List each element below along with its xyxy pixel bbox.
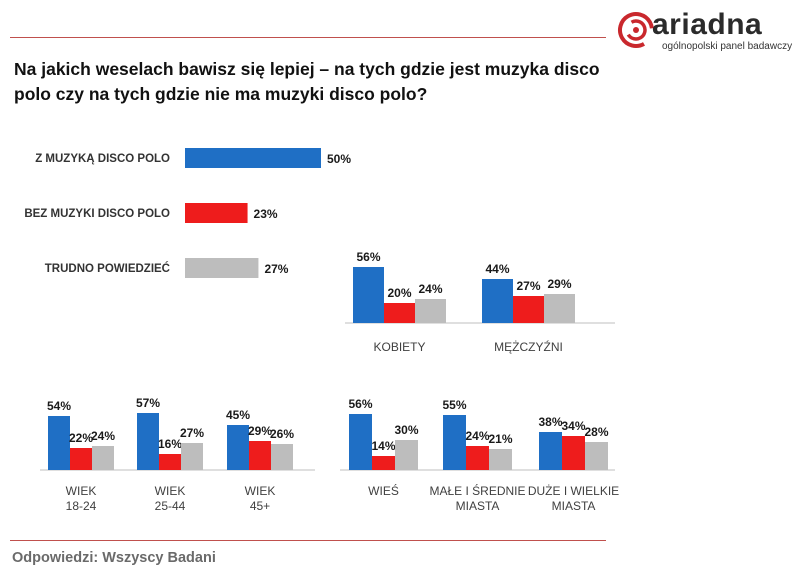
- category-label-gender-1: MĘŻCZYŹNI: [494, 339, 563, 354]
- bar-gender-1-without-disco-polo: [513, 296, 544, 323]
- bar-age-0-hard-to-say: [92, 446, 114, 470]
- bar-age-2-without-disco-polo: [249, 441, 271, 470]
- value-label-gender-1-with-disco-polo: 44%: [485, 262, 509, 276]
- value-label-gender-1-without-disco-polo: 27%: [516, 279, 540, 293]
- category-label-age-2: WIEK: [245, 484, 276, 498]
- value-label-total-without-disco-polo: 23%: [254, 207, 278, 221]
- header-rule: [10, 37, 606, 38]
- category-label-place-0: WIEŚ: [368, 483, 399, 498]
- logo-wordmark: ariadna: [652, 8, 763, 41]
- value-label-place-1-without-disco-polo: 24%: [465, 429, 489, 443]
- respondents-note: Odpowiedzi: Wszyscy Badani: [12, 550, 216, 566]
- bar-age-0-with-disco-polo: [48, 416, 70, 470]
- value-label-place-1-hard-to-say: 21%: [488, 432, 512, 446]
- value-label-age-1-with-disco-polo: 57%: [136, 396, 160, 410]
- value-label-gender-1-hard-to-say: 29%: [547, 277, 571, 291]
- bar-place-2-with-disco-polo: [539, 432, 562, 470]
- bar-age-1-hard-to-say: [181, 443, 203, 470]
- logo-tagline: ogólnopolski panel badawczy: [662, 41, 793, 52]
- bar-gender-0-without-disco-polo: [384, 303, 415, 323]
- category-label-gender-0: KOBIETY: [373, 340, 425, 354]
- value-label-total-hard-to-say: 27%: [264, 262, 288, 276]
- value-label-place-2-with-disco-polo: 38%: [538, 415, 562, 429]
- category-label-age-1: WIEK: [155, 484, 186, 498]
- value-label-age-2-with-disco-polo: 45%: [226, 408, 250, 422]
- category-label-place-2: DUŻE I WIELKIE: [528, 484, 619, 498]
- value-label-age-2-hard-to-say: 26%: [270, 427, 294, 441]
- bar-age-2-with-disco-polo: [227, 425, 249, 470]
- category-label-place-1: MAŁE I ŚREDNIE: [429, 483, 525, 498]
- bar-age-0-without-disco-polo: [70, 448, 92, 470]
- bar-total-without-disco-polo: [185, 203, 248, 223]
- footer-rule: [10, 540, 606, 541]
- bar-total-hard-to-say: [185, 258, 259, 278]
- value-label-age-1-hard-to-say: 27%: [180, 426, 204, 440]
- bar-place-1-hard-to-say: [489, 449, 512, 470]
- value-label-place-0-with-disco-polo: 56%: [348, 397, 372, 411]
- bar-place-0-with-disco-polo: [349, 414, 372, 470]
- bar-place-0-without-disco-polo: [372, 456, 395, 470]
- value-label-gender-0-hard-to-say: 24%: [418, 282, 442, 296]
- bar-gender-0-hard-to-say: [415, 299, 446, 323]
- value-label-place-2-hard-to-say: 28%: [584, 425, 608, 439]
- category-label-age-2: 45+: [250, 499, 270, 513]
- legend-label-hard-to-say: TRUDNO POWIEDZIEĆ: [45, 262, 170, 275]
- bar-place-0-hard-to-say: [395, 440, 418, 470]
- value-label-place-2-without-disco-polo: 34%: [561, 419, 585, 433]
- value-label-age-0-with-disco-polo: 54%: [47, 399, 71, 413]
- category-label-age-0: WIEK: [66, 484, 97, 498]
- value-label-age-2-without-disco-polo: 29%: [248, 424, 272, 438]
- value-label-total-with-disco-polo: 50%: [327, 152, 351, 166]
- value-label-gender-0-with-disco-polo: 56%: [356, 250, 380, 264]
- bar-place-2-without-disco-polo: [562, 436, 585, 470]
- ariadna-logo: ariadna ogólnopolski panel badawczy: [616, 6, 796, 56]
- page-title: Na jakich weselach bawisz się lepiej – n…: [14, 59, 600, 104]
- ariadna-logo-icon: [618, 12, 654, 48]
- legend-label-without-disco-polo: BEZ MUZYKI DISCO POLO: [24, 208, 170, 220]
- value-label-age-0-hard-to-say: 24%: [91, 429, 115, 443]
- bar-age-2-hard-to-say: [271, 444, 293, 470]
- value-label-place-1-with-disco-polo: 55%: [442, 398, 466, 412]
- bar-place-1-without-disco-polo: [466, 446, 489, 470]
- category-label-place-2: MIASTA: [552, 499, 596, 513]
- value-label-age-1-without-disco-polo: 16%: [158, 437, 182, 451]
- bar-place-1-with-disco-polo: [443, 415, 466, 470]
- value-label-place-0-hard-to-say: 30%: [394, 423, 418, 437]
- bar-place-2-hard-to-say: [585, 442, 608, 470]
- category-label-age-0: 18-24: [66, 499, 97, 513]
- category-label-age-1: 25-44: [155, 499, 186, 513]
- bar-gender-1-with-disco-polo: [482, 279, 513, 323]
- bar-total-with-disco-polo: [185, 148, 321, 168]
- bar-age-1-without-disco-polo: [159, 454, 181, 470]
- bar-gender-1-hard-to-say: [544, 294, 575, 323]
- value-label-age-0-without-disco-polo: 22%: [69, 431, 93, 445]
- value-label-place-0-without-disco-polo: 14%: [371, 439, 395, 453]
- value-label-gender-0-without-disco-polo: 20%: [387, 286, 411, 300]
- bar-age-1-with-disco-polo: [137, 413, 159, 470]
- legend-label-with-disco-polo: Z MUZYKĄ DISCO POLO: [35, 153, 170, 165]
- category-label-place-1: MIASTA: [456, 499, 500, 513]
- bar-gender-0-with-disco-polo: [353, 267, 384, 323]
